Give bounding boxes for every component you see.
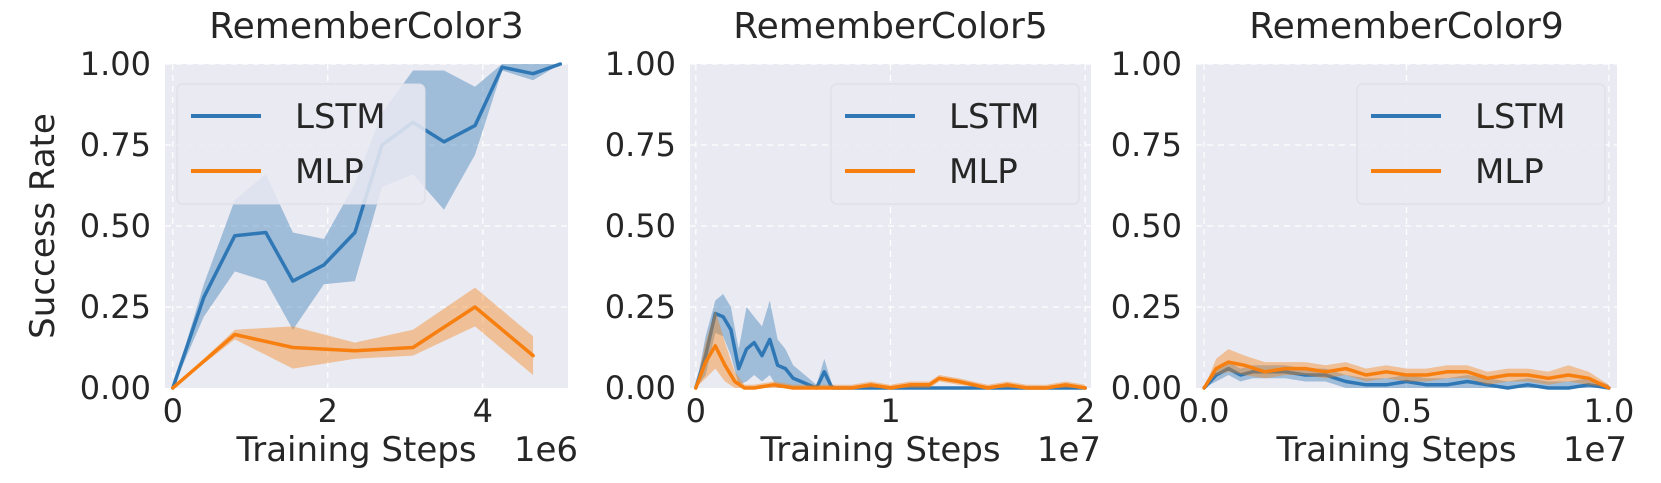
x-tick-label: 0.5 (1381, 392, 1432, 430)
legend-entry-mlp: MLP (1475, 152, 1544, 192)
x-tick-label: 1 (880, 392, 900, 430)
chart-panel-1: RememberColor3 0.00 0.25 0.50 0.75 1.00 0 2 4Tra… (23, 6, 578, 470)
y-tick-label: 0.25 (1111, 288, 1182, 326)
x-axis-label: Training Steps (759, 430, 1000, 470)
y-tick-label: 0.00 (605, 369, 676, 407)
x-offset-label: 1e7 (1563, 430, 1627, 470)
y-axis-label: Success Rate (23, 113, 63, 339)
legend: LSTM MLP (830, 83, 1080, 205)
chart-panel-3: RememberColor9 0.00 0.25 0.50 0.75 1.00 0.0 0.5… (1111, 6, 1635, 470)
series-line-mlp (694, 344, 1087, 390)
x-tick-label: 2 (318, 392, 338, 430)
x-offset-label: 1e6 (514, 430, 578, 470)
y-tick-label: 1.00 (1111, 45, 1182, 83)
x-tick-label: 4 (473, 392, 493, 430)
y-tick-label: 0.00 (1111, 369, 1182, 407)
x-tick-label: 0.0 (1179, 392, 1230, 430)
legend-entry-lstm: LSTM (295, 97, 386, 137)
x-tick-label: 0 (163, 392, 183, 430)
y-tick-label: 1.00 (605, 45, 676, 83)
band-lstm (172, 64, 561, 388)
y-tick-label: 0.25 (605, 288, 676, 326)
x-tick-label: 0 (686, 392, 706, 430)
chart-title: RememberColor5 (733, 6, 1048, 47)
x-axis-label: Training Steps (235, 430, 476, 470)
y-tick-label: 0.75 (605, 126, 676, 164)
legend-entry-mlp: MLP (295, 152, 364, 192)
legend-entry-lstm: LSTM (1475, 97, 1566, 137)
series-line-mlp (171, 305, 535, 390)
band-lstm (695, 294, 1086, 388)
band-mlp (1204, 349, 1609, 388)
y-tick-label: 0.50 (1111, 207, 1182, 245)
x-tick-label: 1.0 (1583, 392, 1634, 430)
y-tick-label: 0.75 (80, 126, 151, 164)
legend-entry-lstm: LSTM (949, 97, 1040, 137)
band-mlp (172, 287, 534, 388)
x-tick-label: 2 (1075, 392, 1095, 430)
series-line-lstm (694, 311, 1087, 390)
chart-title: RememberColor9 (1249, 6, 1564, 47)
chart-panel-2: RememberColor5 0.00 0.25 0.50 0.75 1.00 0 1 2 Tra… (605, 6, 1101, 470)
series-line-mlp (1202, 360, 1611, 390)
chart-title: RememberColor3 (209, 6, 524, 47)
y-tick-label: 1.00 (80, 45, 151, 83)
legend-entry-mlp: MLP (949, 152, 1018, 192)
x-axis-label: Training Steps (1275, 430, 1516, 470)
y-tick-label: 0.00 (80, 369, 151, 407)
y-tick-label: 0.75 (1111, 126, 1182, 164)
legend: LSTM MLP (176, 83, 426, 205)
legend: LSTM MLP (1356, 83, 1606, 205)
y-tick-label: 0.50 (605, 207, 676, 245)
x-offset-label: 1e7 (1037, 430, 1101, 470)
y-tick-label: 0.50 (80, 207, 151, 245)
series-line-lstm (1202, 366, 1611, 390)
y-tick-label: 0.25 (80, 288, 151, 326)
